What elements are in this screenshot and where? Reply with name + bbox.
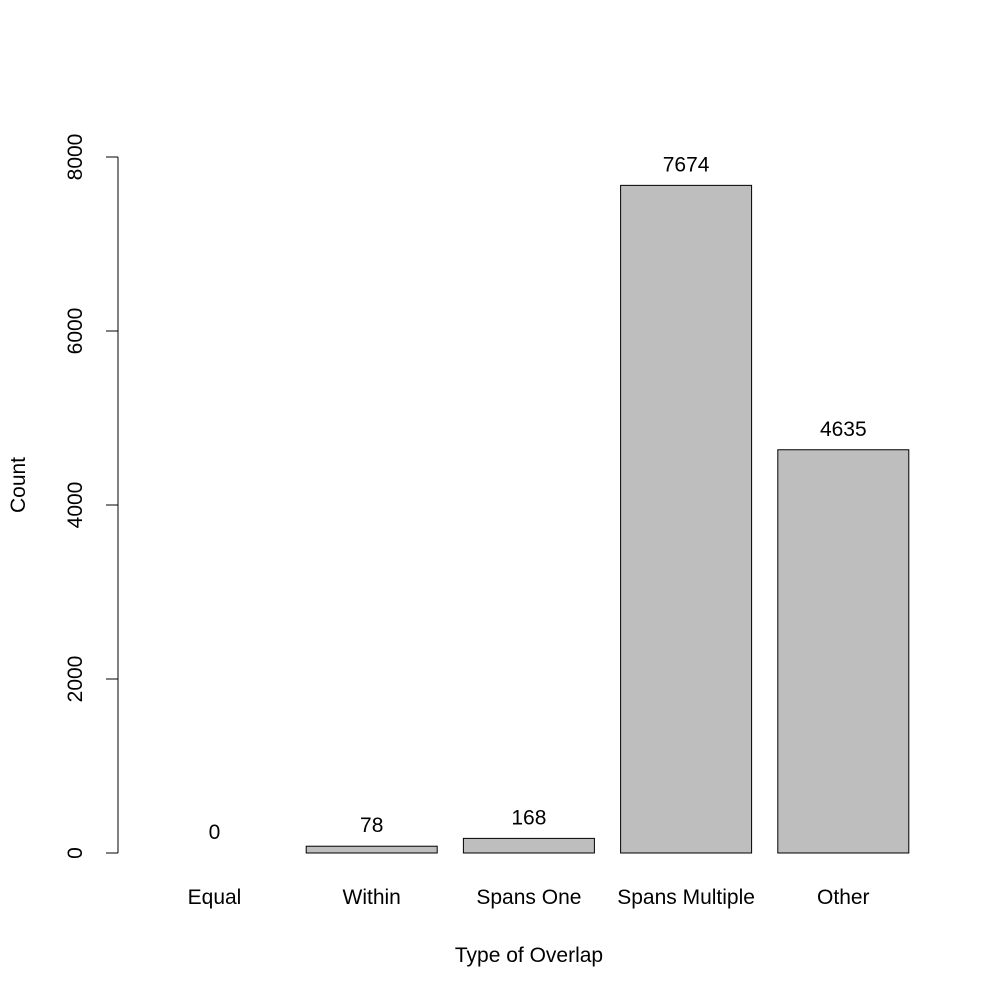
data-label: 168 [511,806,546,829]
y-tick-label: 6000 [64,308,87,355]
data-label: 0 [209,821,221,844]
bars [305,184,910,854]
x-axis-title: Type of Overlap [455,944,603,967]
y-tick-label: 4000 [64,482,87,529]
x-category-label: Other [817,886,870,909]
data-label: 7674 [663,153,710,176]
x-category-label: Spans Multiple [617,886,755,909]
data-label: 4635 [820,418,867,441]
y-axis: 0 2000 4000 6000 8000 [64,134,119,859]
bar-spans-multiple [620,184,753,854]
bar-other [777,449,910,854]
bar-spans-one [462,837,595,854]
bar-within [305,845,438,854]
category-labels: Equal Within Spans One Spans Multiple Other [188,886,870,909]
data-label: 78 [360,814,383,837]
data-labels: 0 78 168 7674 4635 [209,153,867,844]
y-tick-label: 0 [64,847,87,859]
x-category-label: Equal [188,886,242,909]
x-category-label: Spans One [476,886,581,909]
y-tick-label: 2000 [64,656,87,703]
y-tick-label: 8000 [64,134,87,181]
x-category-label: Within [343,886,401,909]
y-axis-title: Count [7,457,30,513]
